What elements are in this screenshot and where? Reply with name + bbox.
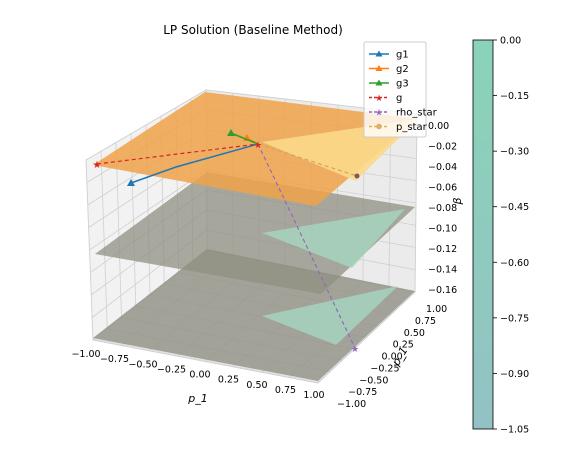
y-tick-label: 0.25 [393, 340, 414, 351]
x-tick-label: 1.00 [303, 390, 324, 401]
x-tick-label: 0.75 [275, 385, 296, 396]
legend-entry-p-star: p_star [369, 122, 428, 133]
z-axis-label: β [451, 197, 464, 205]
x-tick-label: 0.50 [246, 380, 267, 391]
legend-label: g [396, 93, 402, 104]
x-tick-label: −0.25 [157, 364, 186, 375]
y-tick-label: −0.75 [348, 387, 377, 398]
legend-entry-g: ★ g [369, 93, 402, 104]
x-tick-label: 0.00 [189, 370, 210, 381]
z-tick-label: −0.16 [428, 285, 457, 296]
legend-marker [376, 123, 382, 130]
colorbar-tick-label: 0.00 [500, 36, 521, 47]
series-g-marker: ★ [93, 160, 102, 171]
series-p-star-marker [354, 173, 360, 179]
series-g-line [96, 143, 259, 165]
lower-surface [93, 249, 415, 381]
legend-marker: ★ [375, 94, 383, 104]
colorbar-tick-label: −0.15 [500, 91, 529, 102]
chart-title: LP Solution (Baseline Method) [163, 23, 343, 37]
z-tick-label: −0.06 [428, 183, 457, 194]
colorbar [472, 39, 494, 430]
colorbar-tick-label: −0.60 [500, 258, 529, 269]
legend-entry-g1: g1 [369, 50, 409, 61]
series-g-end-marker: ★ [254, 141, 262, 151]
legend-label: rho_star [396, 108, 438, 119]
legend-marker: ★ [375, 109, 383, 119]
y-tick-label: 0.00 [382, 352, 403, 363]
x-axis-label: p_1 [187, 392, 207, 405]
colorbar-tick-label: −0.90 [500, 369, 529, 380]
legend-marker [375, 65, 383, 71]
legend-label: p_star [396, 122, 428, 133]
z-tick-label: −0.04 [428, 162, 457, 173]
x-tick-label: −0.75 [100, 354, 129, 365]
y-tick-label: 0.50 [404, 328, 425, 339]
y-tick-label: 0.75 [415, 316, 436, 327]
series-rho-star-marker: ★ [351, 345, 359, 355]
y-axis-ticks: −1.00−0.75−0.50−0.250.000.250.500.751.00 [337, 304, 447, 410]
series-g3-line [230, 132, 259, 145]
x-tick-label: −0.50 [128, 359, 157, 370]
y-tick-label: 1.00 [426, 304, 447, 315]
z-tick-label: 0.00 [428, 121, 449, 132]
colorbar-tick-label: −0.75 [500, 313, 529, 324]
z-tick-label: −0.10 [428, 224, 457, 235]
legend-entry-g2: g2 [369, 64, 409, 75]
colorbar-tick-label: −0.30 [500, 147, 529, 158]
legend-label: g2 [396, 64, 409, 75]
legend-label: g3 [396, 79, 409, 90]
z-axis-ticks: 0.00 −0.02 −0.04 −0.06 −0.08 −0.10 −0.12 −0.14 −… [428, 121, 457, 296]
x-tick-label: 0.25 [218, 375, 239, 386]
series-g1-marker [127, 179, 135, 186]
legend-marker [375, 50, 383, 57]
y-tick-label: −0.50 [359, 375, 388, 386]
middle-surface-highlight [262, 209, 405, 268]
legend-marker [375, 79, 383, 86]
series-g3-marker [227, 129, 235, 136]
legend-entry-g3: g3 [369, 79, 409, 90]
colorbar-tick-label: −1.05 [500, 425, 529, 436]
legend-entry-rho-star: ★ rho_star [369, 108, 438, 119]
middle-surface [95, 172, 415, 294]
y-tick-label: −0.25 [370, 363, 399, 374]
x-tick-label: −1.00 [71, 349, 100, 360]
z-tick-label: −0.14 [428, 265, 457, 276]
series-g1-line [130, 143, 259, 184]
z-tick-label: −0.02 [428, 142, 457, 153]
y-tick-label: −1.00 [337, 399, 366, 410]
upper-surface [93, 92, 418, 206]
series-p-star-line [257, 143, 358, 177]
series-rho-star-line [257, 143, 356, 349]
lower-surface-highlight [262, 286, 398, 345]
x-axis-ticks: −1.00 −0.75 −0.50 −0.25 0.00 0.25 0.50 0.75 1.00 [71, 349, 324, 401]
legend-label: g1 [396, 50, 409, 61]
colorbar-tick-label: −0.45 [500, 202, 529, 213]
legend-frame [363, 41, 427, 138]
z-tick-label: −0.12 [428, 244, 457, 255]
series-lines: ★ ★ ★ [93, 129, 360, 355]
z-tick-label: −0.08 [428, 203, 457, 214]
colorbar-ticks: 0.00 −0.15 −0.30 −0.45 −0.60 −0.75 −0.90 −1.05 [493, 36, 529, 436]
